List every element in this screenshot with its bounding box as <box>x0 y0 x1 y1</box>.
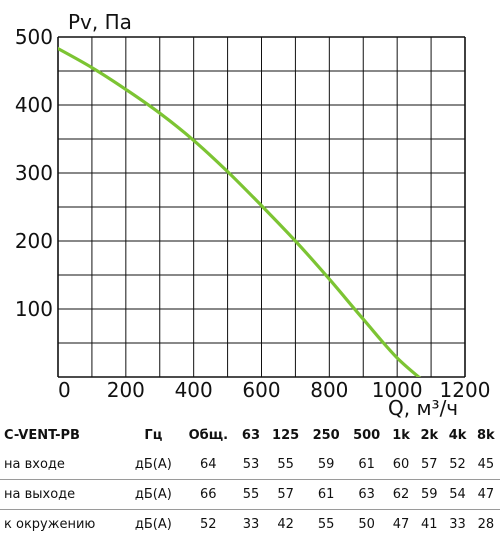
x-tick-label: 1000 <box>372 378 423 402</box>
value-cell: 57 <box>277 487 294 502</box>
grid-lines <box>57 36 466 378</box>
y-tick-label: 100 <box>15 297 53 321</box>
curve-layer <box>58 47 422 377</box>
value-cell: 54 <box>449 487 466 502</box>
table-row: на выходе дБ(A) 66 55 57 61 63 62 59 54 47 <box>0 479 500 510</box>
table-header-row: C-VENT-PB Гц Общ. 63 125 250 500 1k 2k 4k 8k <box>0 421 500 450</box>
x-tick-label: 600 <box>242 378 280 402</box>
table-column-header: 2k <box>420 428 439 443</box>
value-cell: 57 <box>421 457 438 472</box>
value-cell: 55 <box>317 517 335 532</box>
y-tick-label: 200 <box>15 229 53 253</box>
value-cell: 64 <box>200 457 217 472</box>
value-cell: 52 <box>449 457 466 472</box>
value-cell: 42 <box>277 517 294 532</box>
value-cell: 53 <box>242 457 260 472</box>
table-column-header: 500 <box>353 428 381 443</box>
value-cell: 50 <box>358 517 375 532</box>
value-cell: 66 <box>200 487 217 502</box>
row-label: на выходе <box>4 487 76 502</box>
value-cell: 33 <box>242 517 260 532</box>
noise-level-table: C-VENT-PB Гц Общ. 63 125 250 500 1k 2k 4k 8k на вх… <box>0 421 500 539</box>
table-column-header: Гц <box>144 428 163 443</box>
y-tick-label: 400 <box>15 93 53 117</box>
value-cell: 41 <box>421 517 438 532</box>
value-cell: 55 <box>242 487 260 502</box>
x-axis-label: Q, м³/ч <box>388 396 458 420</box>
value-cell: 59 <box>317 457 335 472</box>
x-tick-label: 200 <box>107 378 145 402</box>
value-cell: 28 <box>477 517 495 532</box>
value-cell: 63 <box>358 487 375 502</box>
tick-labels: 0 200 400 600 800 1000 1200 100 200 300 400 500 <box>15 25 491 402</box>
value-cell: 45 <box>477 457 495 472</box>
value-cell: 62 <box>392 487 410 502</box>
table-column-header: Общ. <box>188 428 229 443</box>
value-cell: 52 <box>200 517 217 532</box>
row-label: на входе <box>4 457 65 472</box>
row-label: к окружению <box>4 517 96 532</box>
y-tick-label: 300 <box>15 161 53 185</box>
table-column-header: 4k <box>448 428 467 443</box>
table-column-header: 1k <box>392 428 410 443</box>
value-cell: 60 <box>392 457 410 472</box>
x-tick-label: 0 <box>58 378 71 402</box>
value-cell: 47 <box>477 487 495 502</box>
pressure-curve <box>58 47 422 377</box>
value-cell: 61 <box>317 487 335 502</box>
table-column-header: 250 <box>312 428 340 443</box>
unit-cell: дБ(A) <box>134 457 172 472</box>
table-row: к окружению дБ(A) 52 33 42 55 50 47 41 33 28 <box>0 509 500 539</box>
value-cell: 47 <box>392 517 410 532</box>
table-column-header: 8k <box>476 428 495 443</box>
unit-cell: дБ(A) <box>134 487 172 502</box>
unit-cell: дБ(A) <box>134 517 172 532</box>
table-column-header: 125 <box>272 428 300 443</box>
value-cell: 61 <box>358 457 375 472</box>
y-tick-label: 500 <box>15 25 53 49</box>
x-tick-label: 800 <box>310 378 348 402</box>
table-row: на входе дБ(A) 64 53 55 59 61 60 57 52 45 <box>0 450 500 480</box>
value-cell: 33 <box>449 517 466 532</box>
table-model-header: C-VENT-PB <box>4 428 80 443</box>
table-column-header: 63 <box>241 428 261 443</box>
value-cell: 55 <box>277 457 294 472</box>
x-tick-label: 400 <box>175 378 213 402</box>
x-tick-label: 1200 <box>440 378 491 402</box>
y-axis-label: Pv, Па <box>68 10 132 34</box>
table-body: на входе дБ(A) 64 53 55 59 61 60 57 52 45 на выходе… <box>0 450 500 539</box>
value-cell: 59 <box>421 487 438 502</box>
fan-curve-chart: Pv, Па Q, м³/ч 0 200 400 600 800 1000 1200 100 2… <box>15 10 491 420</box>
